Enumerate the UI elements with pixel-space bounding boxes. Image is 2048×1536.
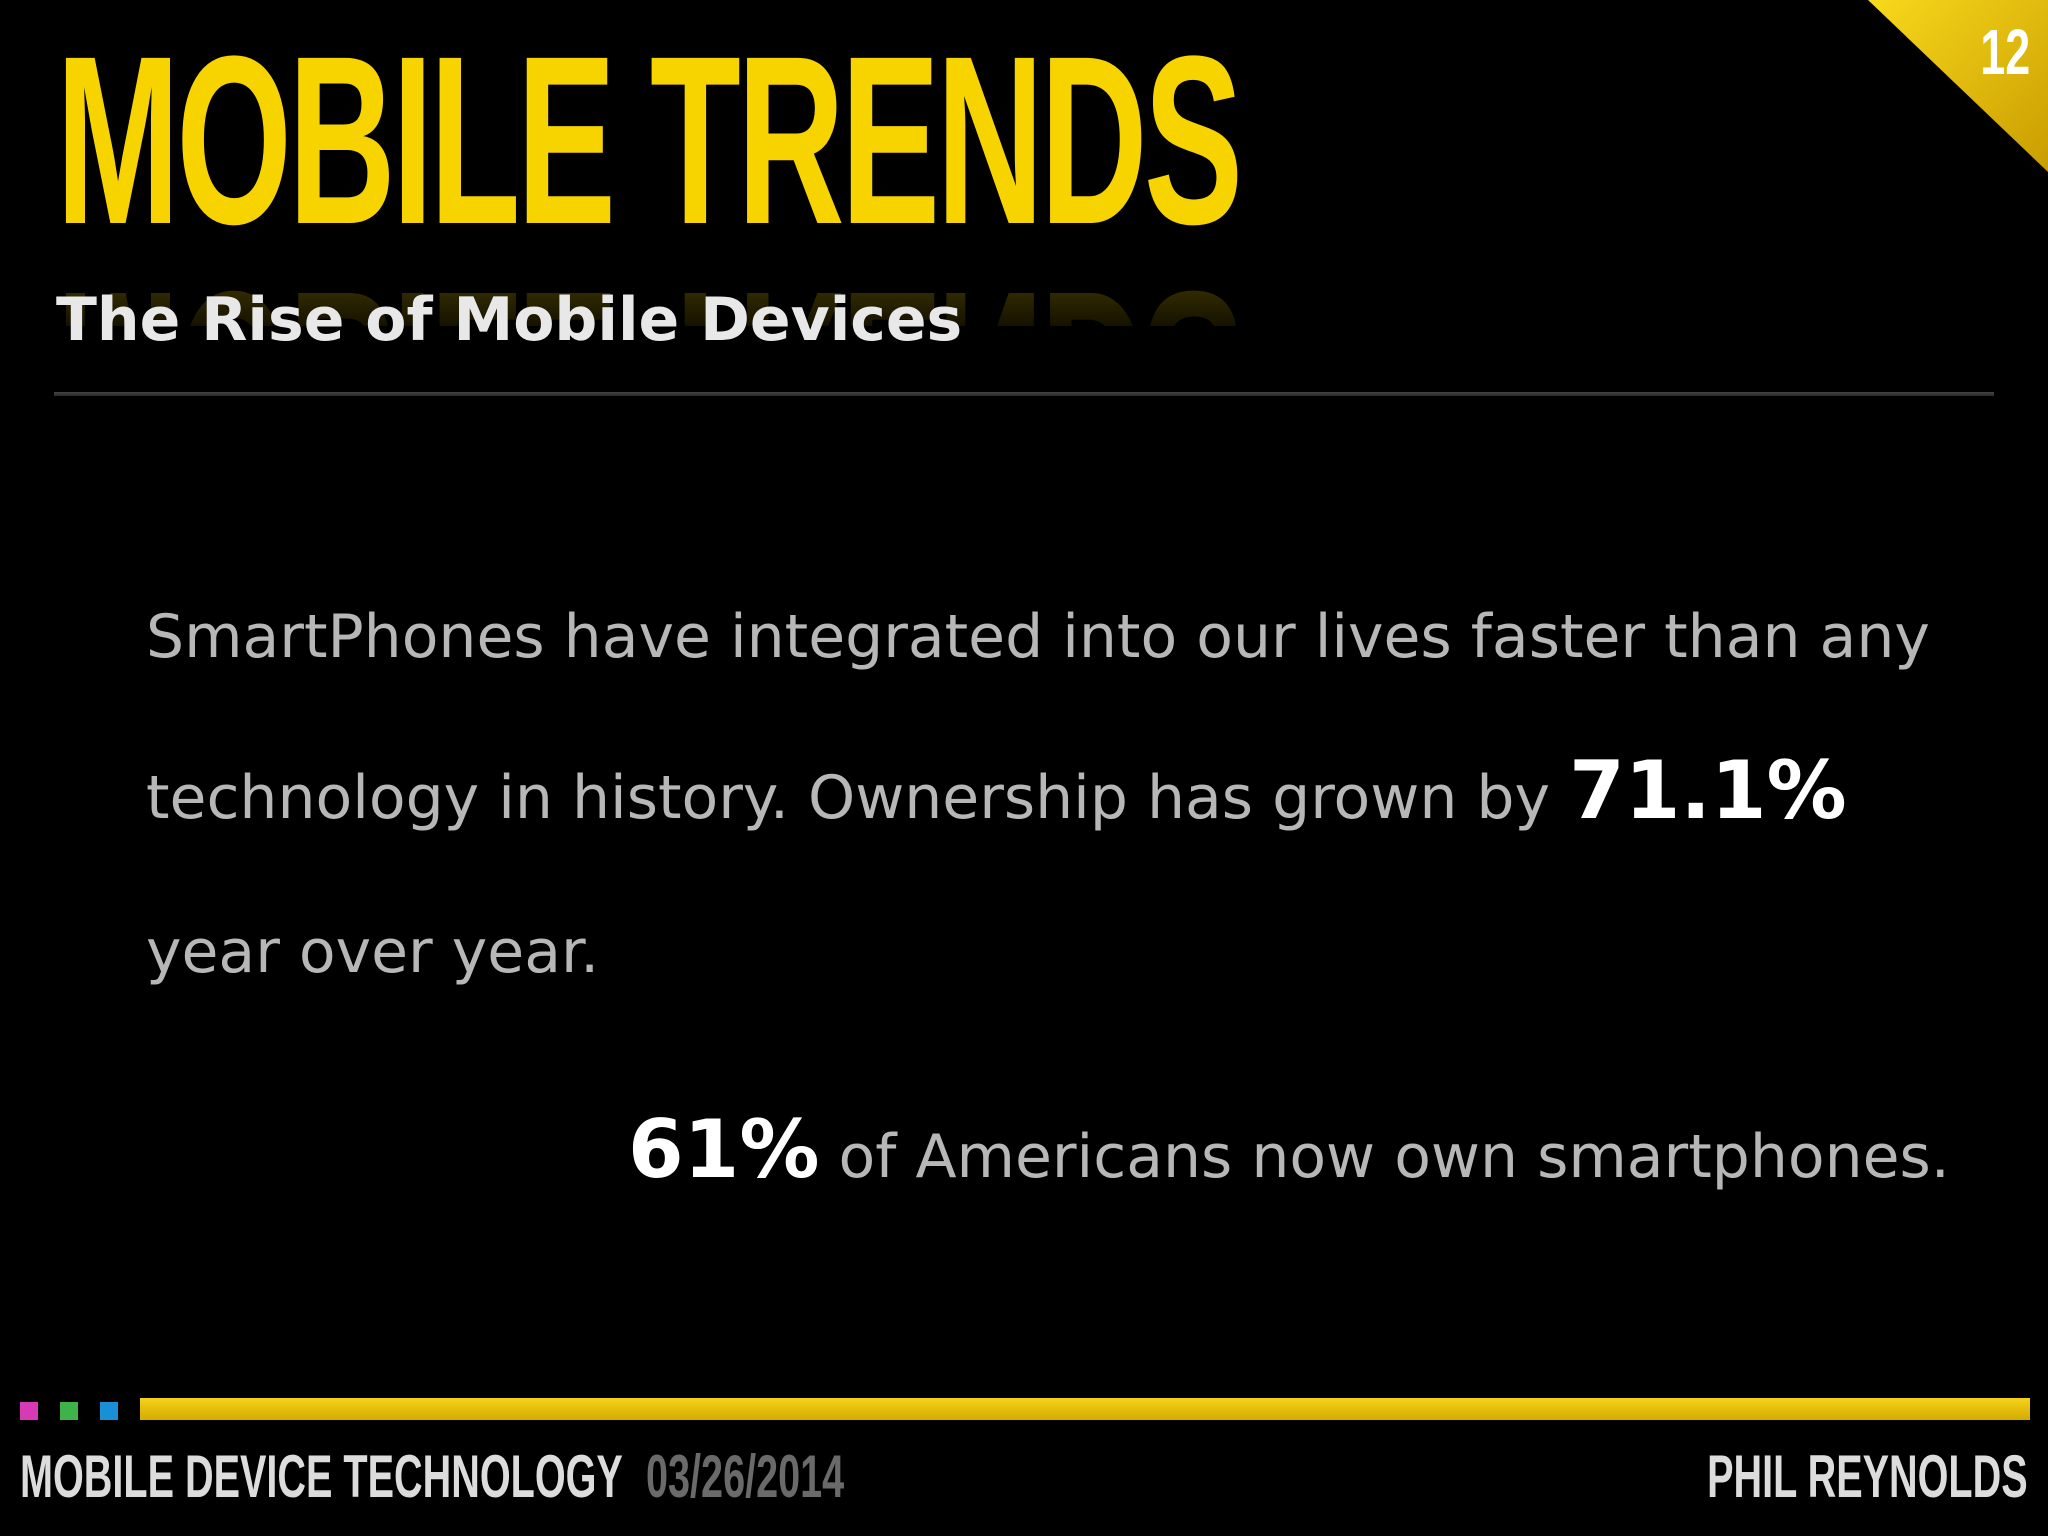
ownership-stat: 61% (628, 1103, 820, 1196)
ownership-stat-line: 61% of Americans now own smartphones. (628, 1100, 1988, 1207)
slide-subtitle: The Rise of Mobile Devices (56, 285, 963, 355)
body-text-part1: SmartPhones have integrated into our liv… (146, 602, 1930, 833)
footer-square-blue (100, 1402, 118, 1420)
slide-number-corner: 12 (1868, 0, 2048, 172)
footer-square-magenta (20, 1402, 38, 1420)
footer-square-green (60, 1402, 78, 1420)
slide-number: 12 (1980, 16, 2030, 88)
header-divider (54, 392, 1994, 396)
corner-triangle-icon (1868, 0, 2048, 172)
body-paragraph: SmartPhones have integrated into our liv… (146, 560, 1966, 1029)
title-block: MOBILE TRENDS MOBILE TRENDS (56, 20, 1456, 360)
footer-author: PHIL REYNOLDS (1707, 1443, 2028, 1510)
footer-course-title: MOBILE DEVICE TECHNOLOGY (20, 1443, 623, 1510)
growth-stat: 71.1% (1569, 744, 1847, 837)
footer-date: 03/26/2014 (646, 1443, 845, 1510)
ownership-stat-text: of Americans now own smartphones. (819, 1122, 1950, 1192)
footer-bar (140, 1398, 2030, 1420)
slide-title: MOBILE TRENDS (56, 6, 1243, 274)
body-text-part2: year over year. (146, 917, 600, 987)
